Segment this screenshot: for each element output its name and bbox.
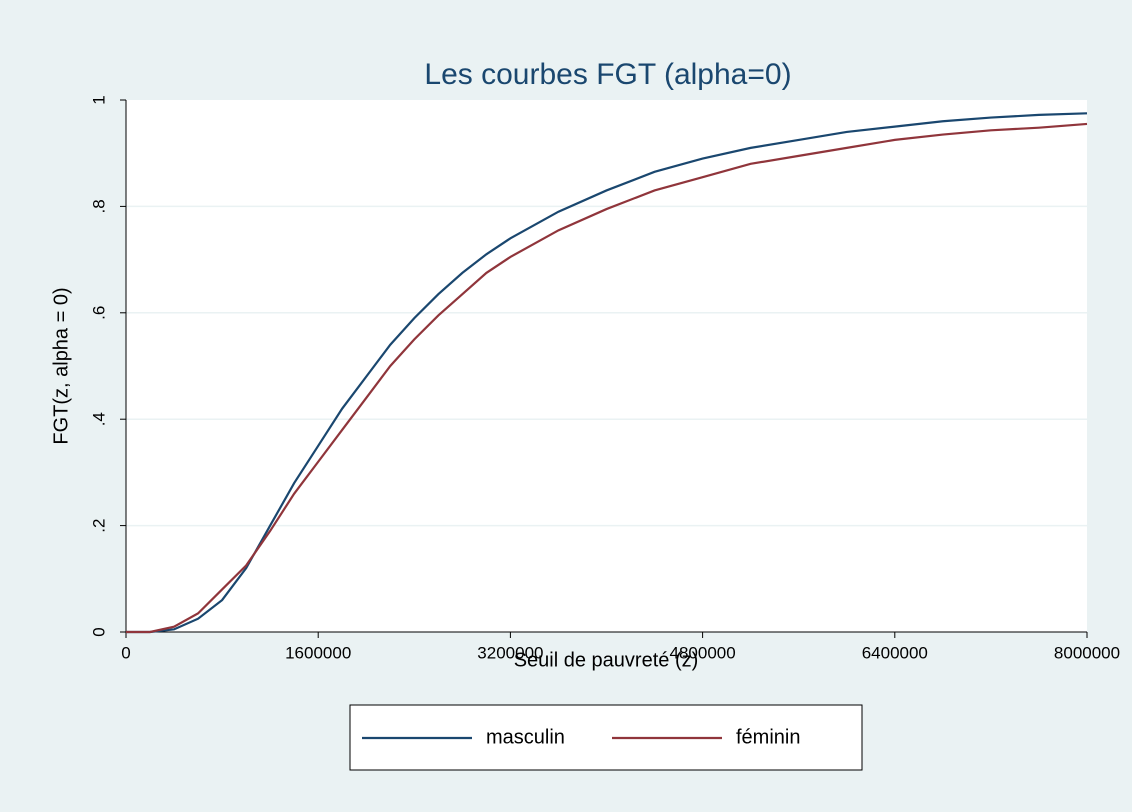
x-tick-label: 3200000: [477, 643, 543, 662]
x-tick-label: 1600000: [285, 643, 351, 662]
y-tick-label: 0: [89, 627, 108, 636]
x-axis-label: Seuil de pauvreté (z): [514, 649, 699, 671]
line-series: [126, 122, 1088, 634]
legend-label: masculin: [486, 726, 565, 748]
legend-label: féminin: [736, 726, 800, 748]
x-tick-label: 4800000: [670, 643, 736, 662]
y-tick-label: .6: [89, 306, 108, 320]
y-tick-label: .4: [89, 412, 108, 426]
plot-area: [126, 100, 1087, 632]
y-tick-label: .8: [89, 199, 108, 213]
y-tick-label: .2: [89, 519, 108, 533]
x-tick-label: 0: [121, 643, 130, 662]
x-tick-label: 8000000: [1054, 643, 1120, 662]
line-series: [126, 112, 1088, 634]
chart-title: Les courbes FGT (alpha=0): [424, 58, 791, 91]
x-tick-label: 6400000: [862, 643, 928, 662]
y-axis-label: FGT(z, alpha = 0): [50, 287, 72, 444]
y-tick-label: 1: [89, 95, 108, 104]
